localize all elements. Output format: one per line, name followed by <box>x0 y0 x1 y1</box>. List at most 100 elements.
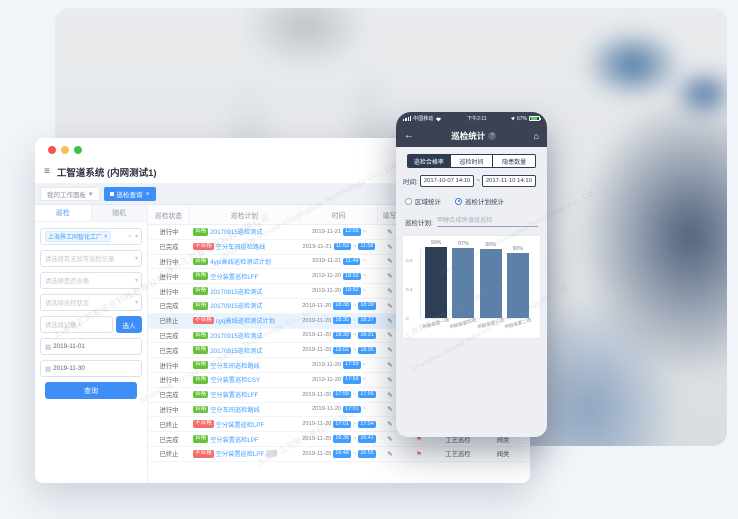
row-plan: 不合格 空分装置巡检LPF <box>190 449 300 458</box>
plan-link[interactable]: 4ypi高线巡检测试计划 <box>210 258 272 266</box>
yaxis-tick-label: 0 <box>406 317 409 322</box>
row-status: 已完成 <box>159 303 179 311</box>
tab-inspection-query[interactable]: 巡检查询 × <box>103 187 156 201</box>
plan-link[interactable]: 空分装置巡检LPF <box>210 436 259 444</box>
factory-multiselect[interactable]: 上海界工同智化工厂 × × ▾ <box>40 228 142 245</box>
edit-icon[interactable]: ✎ <box>387 273 393 281</box>
edit-icon[interactable]: ✎ <box>387 347 393 355</box>
edit-icon[interactable]: ✎ <box>387 302 393 310</box>
plan-link[interactable]: 空分车间巡检路线 <box>210 362 260 370</box>
table-row[interactable]: 已完成 合格 20170915巡检测试 2019-11-20 18:30 ~18:31 ✎ <box>148 329 530 344</box>
filter-select[interactable]: 请选择有无异常巡检记录 ▾ <box>40 250 142 267</box>
chart-bar[interactable] <box>425 246 448 318</box>
segment-0[interactable]: 巡检合格率 <box>408 155 450 167</box>
edit-icon[interactable]: ✎ <box>387 317 393 325</box>
radio-plan-stats[interactable]: 巡检计划统计 <box>455 196 504 206</box>
back-icon[interactable]: ← <box>404 130 414 141</box>
filter-select[interactable]: 请选择巡检状态 ▾ <box>40 294 142 311</box>
flag-icon[interactable]: ⚑ <box>416 450 422 458</box>
plan-link[interactable]: 空分装置巡检CSY <box>210 377 261 385</box>
row-time: 2019-11-21 12:03 ~ <box>300 228 378 236</box>
record-person-input[interactable]: 请选择记录人 <box>40 316 113 333</box>
calendar-icon: ▦ <box>45 343 52 351</box>
time-from-input[interactable]: 2017-10-07 14:10 <box>419 175 475 187</box>
app-title: 工智道系统 (内网测试1) <box>56 167 157 179</box>
plan-select-input[interactable]: 甲醇合成房值班巡检 <box>436 215 538 227</box>
plan-link[interactable]: 20170915巡检测试 <box>210 303 263 311</box>
table-row[interactable]: 已完成 不合格 空分车间巡检路线 2019-11-21 11:53 ~11:58 ✎ <box>148 240 530 255</box>
table-row[interactable]: 进行中 合格 20170915巡检测试 2019-11-20 18:52 ~ ✎ <box>148 284 530 299</box>
plan-link[interactable]: 空分装置巡检LPF <box>215 451 265 459</box>
flag-icon[interactable]: ⚑ <box>416 436 422 444</box>
plan-link[interactable]: 空分车间巡检路线 <box>210 406 260 414</box>
time-to-input[interactable]: 2017-11-10 14:10 <box>481 175 536 187</box>
qualified-badge: 合格 <box>193 390 209 399</box>
start-date-input[interactable]: ▦ 2019-11-01 <box>40 338 142 355</box>
table-row[interactable]: 已完成 合格 20170915巡检测试 2019-11-20 18:38 ~18:39 ✎ <box>148 299 530 314</box>
plan-link[interactable]: 20170915巡检测试 <box>210 347 263 355</box>
sidebar-tab-random[interactable]: 随机 <box>90 205 147 221</box>
plan-link[interactable]: 20170915巡检测试 <box>210 332 263 340</box>
edit-icon[interactable]: ✎ <box>387 243 393 251</box>
segment-1[interactable]: 巡检时间 <box>449 155 493 167</box>
table-row[interactable]: 进行中 合格 空分装置巡检CSY 2019-11-20 17:59 ~ ✎ <box>148 373 530 388</box>
help-icon[interactable]: ? <box>488 132 497 140</box>
chart-bar[interactable] <box>479 248 502 318</box>
edit-icon[interactable]: ✎ <box>387 362 393 370</box>
edit-icon[interactable]: ✎ <box>387 391 393 399</box>
edit-icon[interactable]: ✎ <box>387 376 393 384</box>
tab-my-workboard[interactable]: 我的工作面板 ▾ <box>40 187 100 201</box>
table-row[interactable]: 进行中 合格 4ypi高线巡检测试计划 2019-11-21 11:49 ~ ✎ <box>148 255 530 270</box>
plan-link[interactable]: 空分装置巡检LFF <box>210 392 259 400</box>
table-row[interactable]: 已完成 合格 空分装置巡检LPF 2019-11-20 16:38 ~16:41 ✎ ⚑ 工艺巡… <box>148 432 530 447</box>
pick-person-button[interactable]: 选人 <box>116 316 142 333</box>
minimize-window-button[interactable] <box>61 146 69 154</box>
time-end-chip: 17:04 <box>358 420 376 428</box>
chevron-down-icon[interactable]: ▾ <box>89 190 93 198</box>
table-row[interactable]: 进行中 合格 20170915巡检测试 2019-11-21 12:03 ~ ✎ <box>148 225 530 240</box>
segment-2[interactable]: 隐患数量 <box>492 155 535 167</box>
search-button[interactable]: 查询 <box>45 382 137 399</box>
edit-icon[interactable]: ✎ <box>387 332 393 340</box>
end-date-input[interactable]: ▦ 2019-11-30 <box>40 360 142 377</box>
plan-link[interactable]: 空分装置巡检LPF <box>215 421 265 429</box>
qualified-badge: 合格 <box>193 405 209 414</box>
close-window-button[interactable] <box>48 146 56 154</box>
plan-link[interactable]: cyq高线巡检测试计划 <box>215 318 275 326</box>
time-date: 2019-11-20 <box>302 332 332 339</box>
hamburger-menu-icon[interactable]: ≡ <box>44 165 50 177</box>
row-time: 2019-11-20 18:52 ~ <box>300 272 378 280</box>
plan-link[interactable]: 20170915巡检测试 <box>210 288 263 296</box>
time-date: 2019-11-20 <box>311 362 342 369</box>
edit-icon[interactable]: ✎ <box>387 288 393 296</box>
edit-icon[interactable]: ✎ <box>387 450 393 458</box>
close-icon[interactable]: × <box>145 190 150 198</box>
table-row[interactable]: 已终止 不合格 空分装置巡检LPF 2019-11-20 16:48 ~16:55 ✎ ⚑ 工艺… <box>148 447 530 462</box>
radio-area-stats[interactable]: 区域统计 <box>405 196 441 206</box>
edit-icon[interactable]: ✎ <box>387 406 393 414</box>
edit-icon[interactable]: ✎ <box>387 228 393 236</box>
plan-link[interactable]: 空分装置巡检LFF <box>210 273 259 281</box>
table-row[interactable]: 已完成 合格 20170915巡检测试 2019-11-20 18:02 ~18:06 ✎ <box>148 343 530 359</box>
edit-icon[interactable]: ✎ <box>387 421 393 429</box>
plan-link[interactable]: 空分车间巡检路线 <box>215 244 266 252</box>
edit-icon[interactable]: ✎ <box>387 436 393 444</box>
time-date: 2019-11-21 <box>302 243 332 250</box>
table-row[interactable]: 进行中 合格 空分车间巡检路线 2019-11-20 17:59 ~ ✎ <box>148 358 530 373</box>
filter-select[interactable]: 请选择是否合格 ▾ <box>40 272 142 289</box>
plan-link[interactable]: 20170915巡检测试 <box>210 229 263 237</box>
edit-icon[interactable]: ✎ <box>387 258 393 266</box>
sidebar-tab-inspection[interactable]: 巡检 <box>35 205 91 221</box>
chart-bar[interactable] <box>452 248 475 318</box>
time-start-chip: 11:49 <box>343 257 361 266</box>
filter-list: 上海界工同智化工厂 × × ▾ 请选择有无异常巡检记录 ▾ 请选择是否合格 ▾ 请选择巡… <box>35 222 147 399</box>
clear-icon[interactable]: × <box>128 233 132 240</box>
maximize-window-button[interactable] <box>74 146 82 154</box>
row-status: 已终止 <box>159 318 179 326</box>
home-icon[interactable]: ⌂ <box>533 130 539 141</box>
row-status: 进行中 <box>159 229 179 237</box>
row-time: 2019-11-21 11:53 ~11:58 <box>300 242 378 251</box>
chart-bar[interactable] <box>506 253 529 318</box>
tag-close-icon[interactable]: × <box>104 233 108 240</box>
table-row[interactable]: 进行中 合格 空分装置巡检LFF 2019-11-20 18:52 ~ ✎ <box>148 269 530 285</box>
